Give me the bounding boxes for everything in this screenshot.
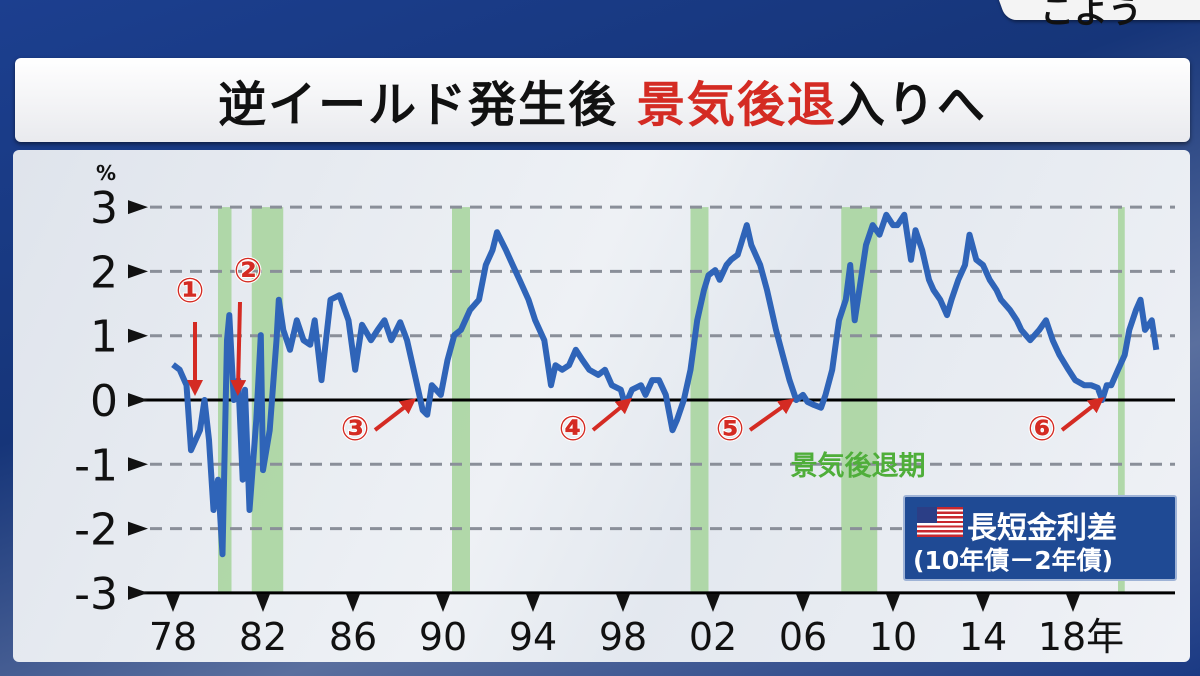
- y-tick-arrow: [128, 393, 148, 407]
- y-tick-arrow: [128, 200, 148, 215]
- y-tick-arrow: [128, 328, 148, 343]
- page-title: 逆イールド発生後 景気後退入りへ: [218, 65, 987, 135]
- x-tick-marker: [346, 594, 360, 612]
- corner-caption: こよう: [1040, 0, 1142, 32]
- x-tick-marker: [256, 594, 270, 612]
- recession-label: 景気後退期: [791, 450, 926, 482]
- y-tick-arrow: [128, 264, 148, 279]
- red-arrow-icon: [591, 397, 633, 432]
- y-tick-label: 3: [90, 183, 118, 234]
- y-tick-arrow: [128, 457, 148, 472]
- inversion-marker: ①: [176, 271, 205, 311]
- legend-box: 長短金利差 (10年債－2年債): [903, 495, 1177, 581]
- x-tick-label: 18年: [1038, 615, 1124, 659]
- x-tick-marker: [616, 594, 630, 612]
- y-tick-label: 1: [90, 312, 118, 363]
- x-tick-marker: [166, 594, 180, 612]
- red-arrow-icon: [1060, 397, 1105, 432]
- title-part2: 入りへ: [836, 77, 987, 133]
- y-tick-arrow: [128, 521, 148, 536]
- inversion-marker: ④: [559, 409, 588, 449]
- legend-title: 長短金利差: [967, 511, 1117, 546]
- legend-subtitle: (10年債－2年債): [913, 546, 1114, 575]
- x-tick-marker: [886, 594, 900, 612]
- x-tick-label: 06: [779, 615, 827, 659]
- x-tick-label: 10: [869, 615, 917, 659]
- us-flag-icon: [917, 507, 963, 537]
- x-tick-label: 02: [689, 615, 737, 659]
- y-unit-label: %: [96, 161, 116, 185]
- y-tick-label: 0: [90, 376, 118, 427]
- x-tick-label: 98: [599, 615, 647, 659]
- x-tick-marker: [976, 594, 990, 612]
- x-tick-label: 86: [329, 615, 377, 659]
- inversion-marker: ⑥: [1028, 409, 1057, 449]
- x-tick-marker: [796, 594, 810, 612]
- title-box: 逆イールド発生後 景気後退入りへ: [15, 58, 1190, 142]
- y-tick-label: -3: [74, 569, 118, 620]
- y-tick-label: -1: [74, 440, 118, 491]
- y-tick-arrow: [128, 585, 148, 600]
- x-tick-label: 82: [239, 615, 287, 659]
- y-tick-label: 2: [90, 247, 118, 298]
- inversion-marker: ③: [341, 409, 370, 449]
- inversion-marker: ⑤: [716, 409, 745, 449]
- y-tick-label: -2: [74, 505, 118, 556]
- x-tick-label: 14: [959, 615, 1007, 659]
- title-part1: 逆イールド発生後: [218, 77, 637, 133]
- x-tick-label: 94: [509, 615, 557, 659]
- spread-line: [171, 211, 1160, 558]
- title-highlight: 景気後退: [636, 77, 837, 133]
- x-tick-marker: [706, 594, 720, 612]
- x-tick-label: 78: [149, 615, 197, 659]
- x-tick-label: 90: [419, 615, 467, 659]
- inversion-marker: ②: [234, 251, 263, 291]
- x-tick-marker: [526, 594, 540, 612]
- red-arrow-icon: [373, 398, 417, 432]
- red-arrow-icon: [230, 301, 247, 396]
- x-tick-marker: [1066, 594, 1080, 612]
- x-tick-marker: [436, 594, 450, 612]
- red-arrow-icon: [748, 398, 795, 432]
